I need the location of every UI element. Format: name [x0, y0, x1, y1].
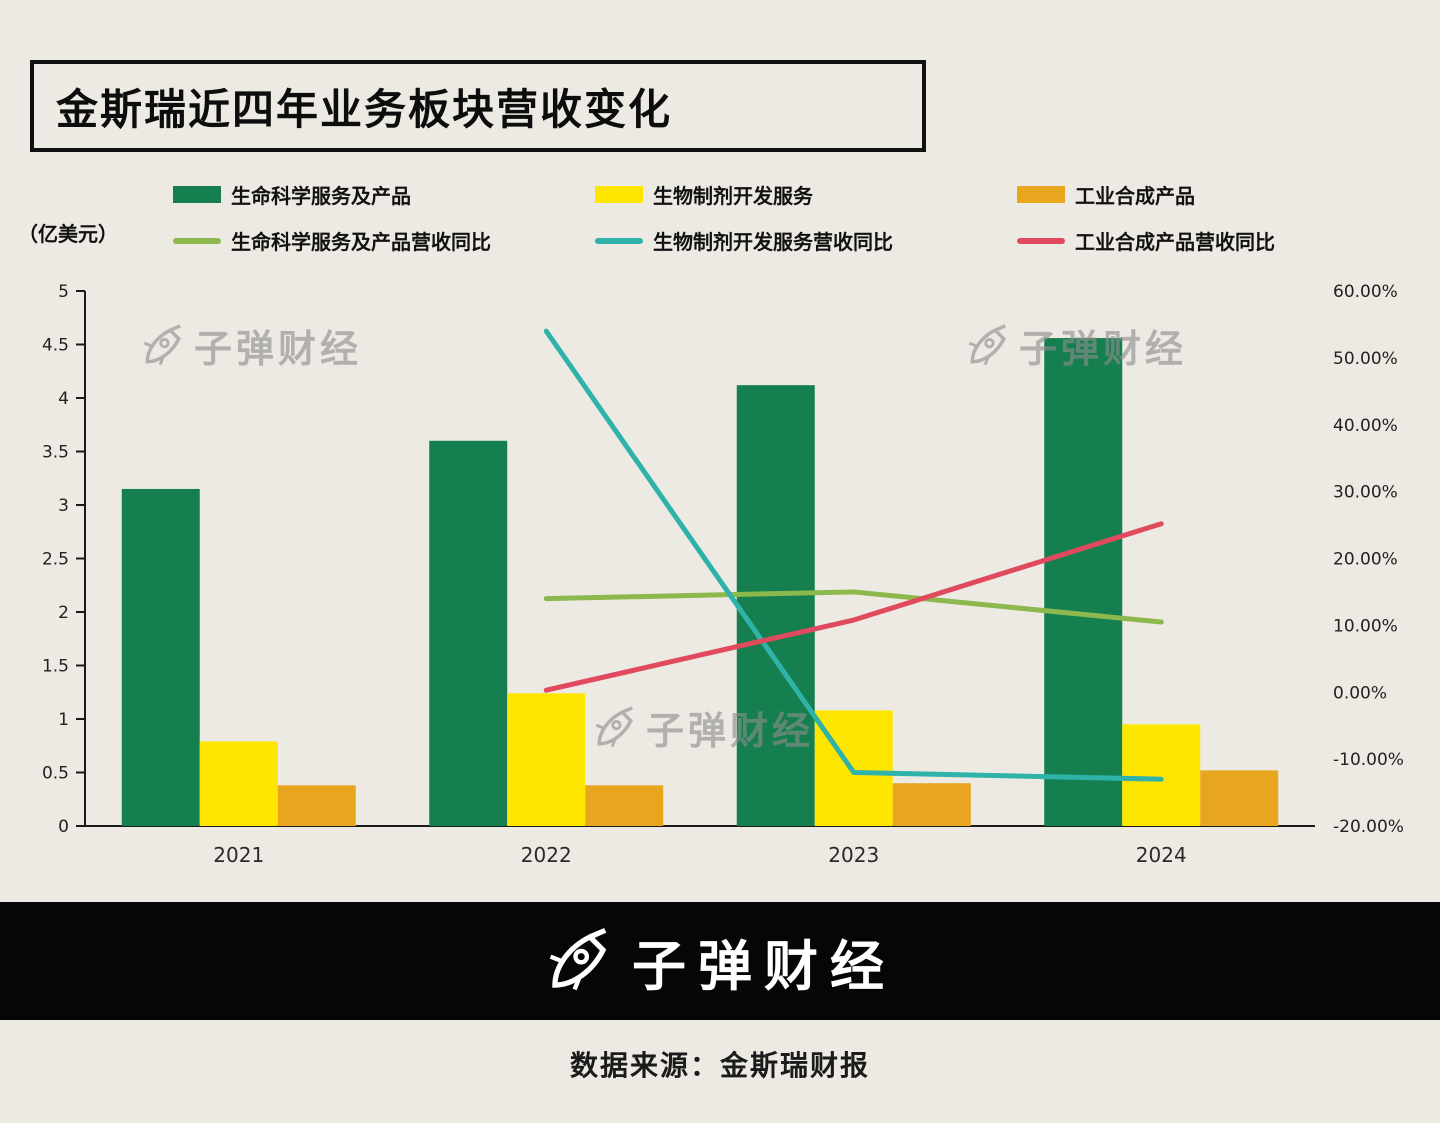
legend-item-industrial-line: 工业合成产品营收同比: [1017, 226, 1439, 255]
footer-logo-band: 子弹财经: [0, 902, 1440, 1020]
svg-text:5: 5: [58, 282, 69, 302]
rocket-icon: [549, 927, 607, 991]
svg-text:3.5: 3.5: [42, 443, 69, 463]
legend-label: 生物制剂开发服务: [653, 184, 813, 208]
legend-item-life-science-bar: 生命科学服务及产品: [173, 180, 595, 209]
svg-text:2024: 2024: [1136, 843, 1187, 867]
svg-text:0.00%: 0.00%: [1333, 683, 1387, 703]
svg-text:1: 1: [58, 710, 69, 730]
svg-text:0.5: 0.5: [42, 764, 69, 784]
svg-text:-20.00%: -20.00%: [1333, 817, 1404, 837]
svg-text:50.00%: 50.00%: [1333, 349, 1398, 369]
legend-item-life-science-line: 生命科学服务及产品营收同比: [173, 226, 595, 255]
legend-label: 生命科学服务及产品营收同比: [231, 230, 491, 254]
svg-text:4: 4: [58, 389, 69, 409]
svg-text:4.5: 4.5: [42, 336, 69, 356]
svg-text:30.00%: 30.00%: [1333, 483, 1398, 503]
data-source-caption: 数据来源：金斯瑞财报: [569, 1049, 870, 1082]
legend-swatch-green-bar: [173, 186, 221, 203]
left-axis-unit-label: （亿美元）: [18, 222, 118, 246]
legend-label: 生命科学服务及产品: [231, 184, 411, 208]
legend-label: 工业合成产品营收同比: [1075, 230, 1275, 254]
svg-text:10.00%: 10.00%: [1333, 616, 1398, 636]
legend-item-biologics-bar: 生物制剂开发服务: [595, 180, 1017, 209]
legend-swatch-red-line: [1017, 237, 1065, 244]
legend-swatch-orange-bar: [1017, 186, 1065, 203]
svg-text:2022: 2022: [521, 843, 572, 867]
svg-text:2.5: 2.5: [42, 550, 69, 570]
svg-text:3: 3: [58, 496, 69, 516]
legend-swatch-yellow-bar: [595, 186, 643, 203]
svg-text:40.00%: 40.00%: [1333, 416, 1398, 436]
title-box: 金斯瑞近四年业务板块营收变化: [30, 60, 926, 152]
svg-text:2: 2: [58, 603, 69, 623]
svg-text:2021: 2021: [213, 843, 264, 867]
svg-text:60.00%: 60.00%: [1333, 282, 1398, 302]
footer-logo-text: 子弹财经: [632, 934, 896, 998]
legend-swatch-green-line: [173, 237, 221, 244]
legend-label: 生物制剂开发服务营收同比: [653, 230, 893, 254]
chart-legend: 生命科学服务及产品 生物制剂开发服务 工业合成产品 生命科学服务及产品营收同比 …: [173, 180, 1439, 255]
legend-item-biologics-line: 生物制剂开发服务营收同比: [595, 226, 1017, 255]
svg-text:2023: 2023: [828, 843, 879, 867]
legend-swatch-teal-line: [595, 237, 643, 244]
legend-label: 工业合成产品: [1075, 184, 1195, 208]
legend-item-industrial-bar: 工业合成产品: [1017, 180, 1439, 209]
svg-text:1.5: 1.5: [42, 657, 69, 677]
chart-title: 金斯瑞近四年业务板块营收变化: [56, 84, 673, 134]
svg-text:0: 0: [58, 817, 69, 837]
svg-text:20.00%: 20.00%: [1333, 550, 1398, 570]
svg-text:-10.00%: -10.00%: [1333, 750, 1404, 770]
